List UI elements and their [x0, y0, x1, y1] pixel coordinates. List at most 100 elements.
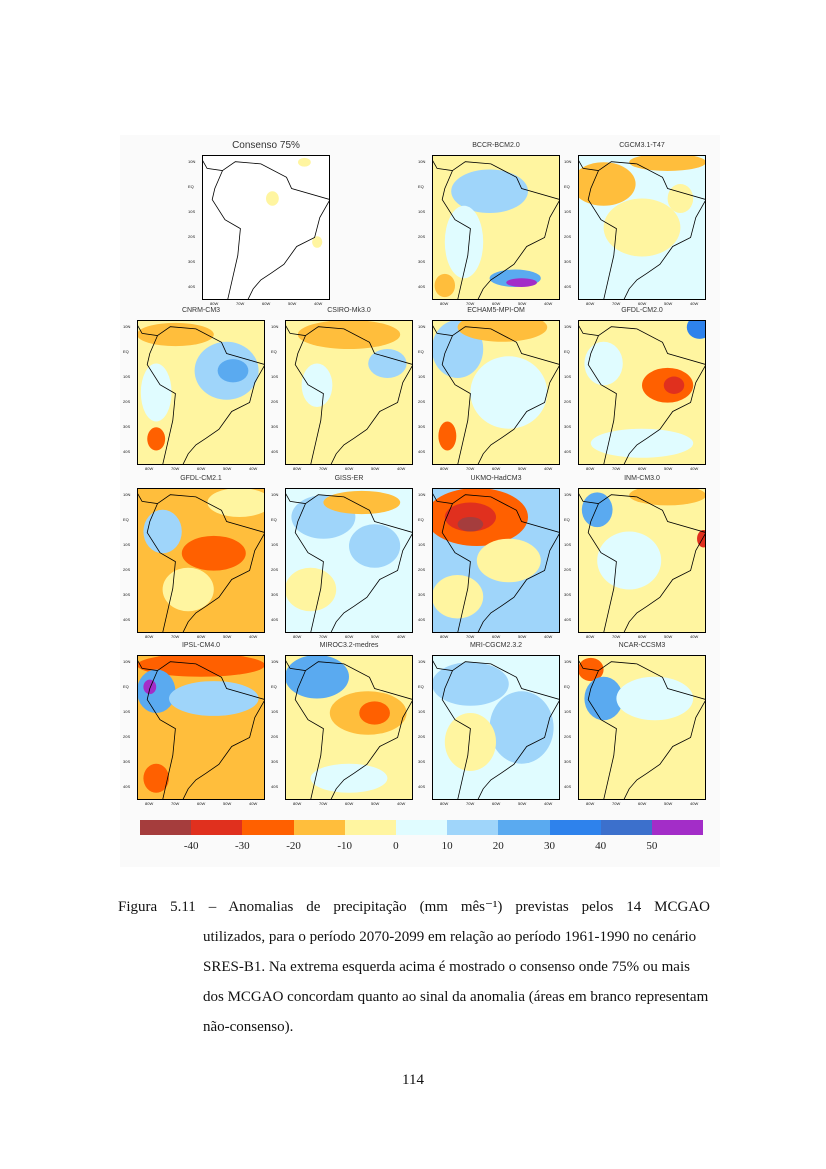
lon-tick-label: 40W: [314, 301, 323, 306]
anomaly-region: [285, 655, 349, 699]
anomaly-region: [629, 155, 706, 171]
lat-tick-label: EQ: [564, 184, 570, 189]
model-map-panel: MRI-CGCM2.3.2 10N EQ 10S 20S 30S 40S 80W 70W 60W 5…: [418, 642, 560, 806]
anomaly-map: [432, 320, 560, 465]
anomaly-region: [143, 509, 182, 554]
anomaly-map: [578, 155, 706, 300]
colorbar-swatch: [191, 820, 243, 835]
colorbar-label: 0: [393, 840, 399, 852]
lat-tick-label: 20S: [418, 567, 426, 572]
lat-tick-label: 10S: [123, 709, 131, 714]
map-frame: [578, 655, 706, 800]
coastline: [578, 492, 706, 633]
map-frame: [285, 655, 413, 800]
lat-tick-label: 40S: [418, 284, 426, 289]
lat-tick-label: 10N: [418, 492, 426, 497]
coastline: [285, 324, 413, 465]
map-frame: [578, 155, 706, 300]
lat-tick-label: 10S: [564, 374, 572, 379]
lon-tick-label: 50W: [371, 634, 380, 639]
lat-tick-label: 40S: [123, 449, 131, 454]
coastline: [432, 492, 560, 633]
lon-tick-label: 80W: [440, 301, 449, 306]
anomaly-region: [603, 727, 681, 786]
anomaly-region: [140, 363, 172, 422]
colorbar-swatch: [344, 820, 396, 835]
lat-tick-label: 40S: [564, 284, 572, 289]
lat-tick-label: 10N: [418, 159, 426, 164]
lon-tick-label: 60W: [345, 801, 354, 806]
anomaly-region: [451, 169, 528, 213]
coastline: [285, 492, 413, 633]
lat-tick-label: 10S: [188, 209, 196, 214]
lon-tick-label: 60W: [638, 801, 647, 806]
lon-tick-label: 70W: [612, 466, 621, 471]
lat-tick-label: EQ: [188, 184, 194, 189]
lat-tick-label: 40S: [271, 449, 279, 454]
lon-tick-label: 70W: [319, 634, 328, 639]
lat-tick-label: 30S: [271, 424, 279, 429]
lat-tick-label: EQ: [418, 349, 424, 354]
lon-tick-label: 40W: [249, 466, 258, 471]
lon-tick-label: 60W: [638, 466, 647, 471]
lon-tick-label: 50W: [223, 634, 232, 639]
anomaly-region: [667, 184, 694, 213]
lat-tick-label: 40S: [564, 784, 572, 789]
precipitation-anomaly-figure: Consenso 75% 10N EQ 10S 20S 30S 40S 80W 70W 60W 50…: [120, 135, 720, 867]
colorbar-label: -40: [183, 840, 199, 852]
lon-tick-label: 70W: [466, 466, 475, 471]
anomaly-map: [285, 655, 413, 800]
anomaly-region: [147, 427, 166, 451]
lat-tick-label: 30S: [564, 759, 572, 764]
map-frame: [137, 320, 265, 465]
lon-tick-label: 40W: [249, 801, 258, 806]
lon-tick-label: 50W: [223, 801, 232, 806]
map-frame: [137, 655, 265, 800]
coastline: [578, 659, 706, 800]
lon-tick-label: 80W: [293, 801, 302, 806]
colorbar-label: -10: [337, 840, 353, 852]
lat-tick-label: 10N: [564, 659, 572, 664]
coastline: [578, 159, 706, 300]
anomaly-map: [137, 655, 265, 800]
lat-tick-label: 30S: [123, 424, 131, 429]
anomaly-map: [137, 488, 265, 633]
map-frame: [137, 488, 265, 633]
anomaly-region: [438, 421, 457, 451]
figure-caption: Figura 5.11 – Anomalias de precipitação …: [118, 892, 710, 1042]
panel-title: GFDL-CM2.0: [621, 307, 663, 314]
lon-tick-label: 70W: [466, 301, 475, 306]
anomaly-map: [285, 320, 413, 465]
lat-tick-label: 30S: [418, 259, 426, 264]
lat-tick-label: EQ: [271, 684, 277, 689]
anomaly-region: [432, 575, 484, 619]
map-frame: [578, 320, 706, 465]
lat-tick-label: 20S: [418, 234, 426, 239]
lon-tick-label: 80W: [440, 634, 449, 639]
lon-tick-label: 80W: [145, 801, 154, 806]
anomaly-region: [686, 320, 706, 339]
lon-tick-label: 60W: [492, 801, 501, 806]
lat-tick-label: 20S: [564, 734, 572, 739]
lon-tick-label: 50W: [664, 801, 673, 806]
lon-tick-label: 60W: [197, 466, 206, 471]
lat-tick-label: 10S: [271, 709, 279, 714]
map-frame: [432, 155, 560, 300]
coastline: [202, 159, 330, 300]
model-map-panel: MIROC3.2-medres 10N EQ 10S 20S 30S 40S 80W 70W 60…: [271, 642, 413, 806]
lon-tick-label: 60W: [492, 301, 501, 306]
lat-tick-label: EQ: [418, 517, 424, 522]
lat-tick-label: 10S: [271, 542, 279, 547]
anomaly-region: [597, 531, 662, 590]
lat-tick-label: 30S: [123, 592, 131, 597]
coastline: [285, 659, 413, 800]
lon-tick-label: 80W: [293, 634, 302, 639]
anomaly-region: [207, 488, 265, 517]
lon-tick-label: 50W: [518, 301, 527, 306]
lat-tick-label: 30S: [418, 424, 426, 429]
model-map-panel: GFDL-CM2.0 10N EQ 10S 20S 30S 40S 80W 70W 60W 50W 4…: [564, 307, 706, 471]
lat-tick-label: 30S: [564, 259, 572, 264]
anomaly-region: [432, 662, 509, 706]
model-map-panel: INM-CM3.0 10N EQ 10S 20S 30S 40S 80W 70W 60W 50W 40…: [564, 475, 706, 639]
lon-tick-label: 80W: [586, 301, 595, 306]
